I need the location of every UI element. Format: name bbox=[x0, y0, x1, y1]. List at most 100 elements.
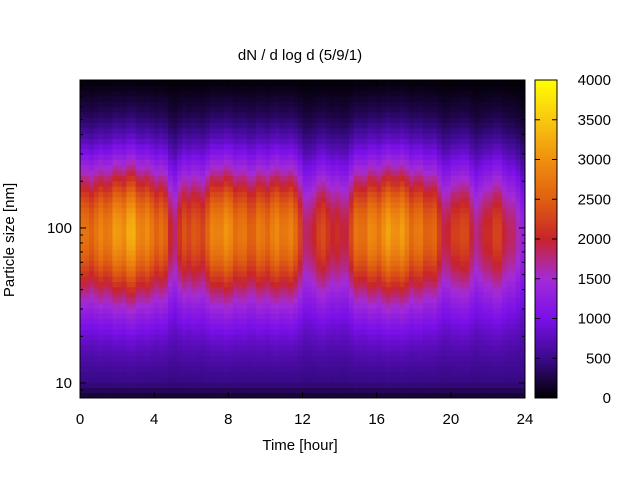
heatmap-cell bbox=[195, 101, 202, 108]
heatmap-cell bbox=[158, 318, 165, 325]
heatmap-cell bbox=[219, 366, 225, 373]
heatmap-cell bbox=[93, 249, 100, 256]
heatmap-cell bbox=[130, 212, 137, 219]
heatmap-cell bbox=[168, 307, 174, 314]
heatmap-cell bbox=[395, 85, 401, 92]
heatmap-cell bbox=[242, 360, 248, 367]
heatmap-cell bbox=[126, 329, 132, 335]
heatmap-cell bbox=[404, 233, 410, 240]
heatmap-cell bbox=[348, 329, 355, 335]
heatmap-cell bbox=[265, 101, 271, 108]
heatmap-cell bbox=[344, 90, 350, 97]
heatmap-cell bbox=[191, 276, 197, 282]
heatmap-cell bbox=[154, 297, 160, 304]
heatmap-cell bbox=[455, 323, 461, 330]
heatmap-cell bbox=[409, 313, 415, 320]
heatmap-cell bbox=[223, 302, 229, 309]
heatmap-cell bbox=[432, 260, 438, 267]
heatmap-cell bbox=[117, 170, 123, 176]
heatmap-cell bbox=[130, 207, 137, 214]
heatmap-cell bbox=[181, 196, 188, 203]
heatmap-cell bbox=[325, 239, 331, 245]
heatmap-cell bbox=[232, 366, 239, 373]
heatmap-cell bbox=[413, 180, 419, 187]
heatmap-cell bbox=[89, 382, 95, 388]
heatmap-cell bbox=[200, 143, 206, 150]
heatmap-cell bbox=[436, 106, 443, 113]
heatmap-cell bbox=[93, 201, 100, 208]
heatmap-cell bbox=[316, 223, 322, 229]
heatmap-cell bbox=[372, 212, 378, 219]
heatmap-cell bbox=[84, 196, 90, 203]
heatmap-cell bbox=[307, 164, 313, 171]
heatmap-cell bbox=[154, 164, 160, 171]
heatmap-cell bbox=[288, 90, 294, 97]
heatmap-cell bbox=[246, 80, 253, 86]
heatmap-cell bbox=[297, 143, 304, 150]
heatmap-cell bbox=[316, 207, 322, 214]
heatmap-cell bbox=[144, 148, 151, 155]
heatmap-cell bbox=[297, 376, 304, 383]
heatmap-cell bbox=[181, 233, 188, 240]
heatmap-cell bbox=[158, 207, 165, 214]
heatmap-cell bbox=[311, 127, 318, 134]
heatmap-cell bbox=[372, 117, 378, 123]
heatmap-cell bbox=[311, 143, 318, 150]
heatmap-cell bbox=[126, 148, 132, 155]
heatmap-cell bbox=[237, 122, 243, 129]
heatmap-cell bbox=[209, 80, 216, 86]
heatmap-cell bbox=[395, 191, 401, 198]
heatmap-cell bbox=[399, 392, 406, 398]
heatmap-cell bbox=[441, 148, 447, 155]
heatmap-cell bbox=[270, 339, 276, 346]
heatmap-cell bbox=[168, 111, 174, 118]
heatmap-cell bbox=[409, 297, 415, 304]
heatmap-cell bbox=[330, 270, 336, 277]
heatmap-cell bbox=[144, 292, 151, 298]
heatmap-cell bbox=[316, 117, 322, 123]
heatmap-cell bbox=[246, 133, 253, 139]
heatmap-cell bbox=[117, 239, 123, 245]
heatmap-cell bbox=[260, 148, 267, 155]
heatmap-cell bbox=[98, 270, 104, 277]
heatmap-cell bbox=[168, 249, 174, 256]
heatmap-cell bbox=[404, 339, 410, 346]
heatmap-cell bbox=[404, 355, 410, 362]
heatmap-cell bbox=[381, 281, 387, 288]
heatmap-cell bbox=[307, 339, 313, 346]
heatmap-cell bbox=[84, 281, 90, 288]
heatmap-cell bbox=[242, 207, 248, 214]
heatmap-cell bbox=[209, 345, 216, 351]
heatmap-cell bbox=[177, 339, 183, 346]
heatmap-cell bbox=[181, 334, 188, 341]
heatmap-cell bbox=[455, 101, 461, 108]
heatmap-cell bbox=[103, 180, 109, 187]
heatmap-cell bbox=[191, 360, 197, 367]
heatmap-cell bbox=[413, 244, 419, 251]
heatmap-cell bbox=[93, 175, 100, 182]
heatmap-cell bbox=[339, 239, 345, 245]
heatmap-cell bbox=[149, 223, 155, 229]
heatmap-cell bbox=[149, 302, 155, 309]
heatmap-cell bbox=[376, 286, 382, 293]
heatmap-cell bbox=[367, 286, 373, 293]
heatmap-cell bbox=[135, 281, 141, 288]
heatmap-cell bbox=[321, 122, 327, 129]
heatmap-cell bbox=[381, 339, 387, 346]
heatmap-cell bbox=[302, 180, 308, 187]
heatmap-cell bbox=[112, 265, 118, 272]
heatmap-cell bbox=[93, 212, 100, 219]
heatmap-cell bbox=[307, 127, 313, 134]
heatmap-cell bbox=[107, 265, 114, 272]
heatmap-cell bbox=[126, 95, 132, 102]
heatmap-cell bbox=[423, 175, 429, 182]
heatmap-cell bbox=[390, 292, 396, 298]
heatmap-cell bbox=[246, 239, 253, 245]
heatmap-cell bbox=[381, 239, 387, 245]
heatmap-cell bbox=[232, 297, 239, 304]
heatmap-cell bbox=[316, 148, 322, 155]
heatmap-cell bbox=[154, 117, 160, 123]
heatmap-cell bbox=[98, 233, 104, 240]
heatmap-cell bbox=[168, 350, 174, 357]
heatmap-cell bbox=[376, 350, 382, 357]
